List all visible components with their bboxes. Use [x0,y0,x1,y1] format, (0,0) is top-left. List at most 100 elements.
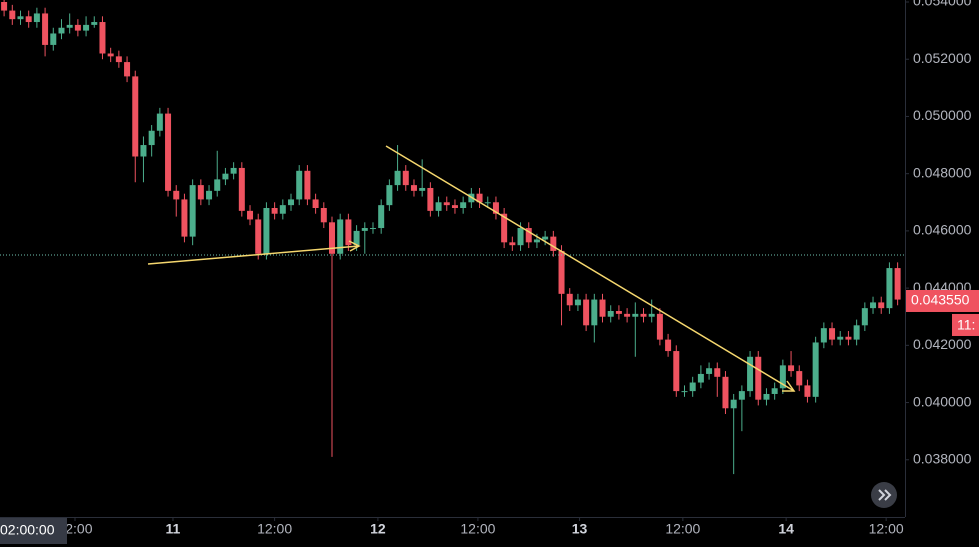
candle-body [189,185,196,237]
candle-body [288,199,295,206]
candle-body [837,336,844,340]
y-tick-label: 0.038000 [913,450,972,466]
scroll-button[interactable] [871,482,897,508]
candle-body [460,202,467,209]
candle-body [771,388,778,394]
x-tick-label: 13 [572,521,588,537]
candle-body [492,202,499,214]
candle-body [132,76,139,157]
y-tick-label: 0.042000 [913,336,972,352]
trend-line [385,145,795,392]
candle-body [99,22,106,54]
candle-body [525,228,532,243]
candle-body [558,250,565,294]
candle-body [574,299,581,306]
last-price-tag [906,289,979,312]
candle-body [66,24,73,28]
candle-body [304,170,311,200]
candle-body [730,399,737,409]
candle-body [542,236,549,240]
candle-body [829,328,836,340]
candle-body [599,299,606,317]
candle-body [443,202,450,206]
scroll-icon[interactable] [878,489,892,501]
y-tick-label: 0.054000 [913,0,972,9]
candle-body [9,10,16,20]
candle-body [181,199,188,237]
candle-body [689,382,696,392]
candle-body [591,299,598,326]
candle-body [722,376,729,409]
candle-body [328,222,335,254]
candle-body [796,371,803,386]
candle-body [206,190,213,200]
candle-body [107,53,114,57]
candle-body [386,185,393,206]
candle-body [427,187,434,211]
candle-body [886,268,893,309]
candle-body [501,213,508,243]
candle-body [42,13,49,45]
candle-body [583,299,590,326]
candle-body [247,210,254,220]
candle-body [165,113,172,191]
candle-body [197,185,204,200]
candle-body [419,187,426,191]
y-tick-label: 0.040000 [913,393,972,409]
candle-body [361,228,368,231]
x-tick-label: 12:00 [665,521,700,537]
candle-body [673,351,680,392]
candle-body [894,268,901,300]
y-tick-label: 0.046000 [913,222,972,238]
crosshair-time: 02:00:00 [0,522,55,538]
trend-line [147,245,360,265]
last-price-label: 0.043550 [911,292,970,308]
candle-body [706,368,713,374]
candle-body [312,199,319,209]
candle-body [33,13,40,23]
price-axis [905,0,979,547]
y-tick-label: 0.048000 [913,164,972,180]
x-tick-label: 12:00 [869,521,904,537]
candle-body [681,391,688,393]
candle-body [140,145,147,157]
candle-body [747,356,754,392]
candle-body [156,113,163,131]
candle-body [804,385,811,397]
candle-body [640,313,647,317]
candle-body [451,205,458,209]
candle-body [615,311,622,314]
candle-body [697,373,704,383]
crosshair-time-tag [0,518,67,544]
candle-body [214,179,221,191]
candle-body [533,239,540,243]
x-tick-label: 14 [778,521,794,537]
candle-body [878,302,885,309]
candle-body [763,393,770,400]
countdown-tag [952,313,979,336]
candle-body [394,170,401,186]
candle-body [25,16,32,23]
candle-body [263,208,270,254]
candle-body [779,365,786,389]
candle-body [853,325,860,340]
candle-body [509,242,516,246]
candle-body [665,339,672,352]
x-tick-label: 12 [370,521,386,537]
candle-body [230,167,237,174]
candle-body [550,236,557,251]
candle-body [17,16,24,20]
candle-body [788,365,795,372]
candle-body [238,167,245,211]
candle-body [402,170,409,186]
candle-body [812,342,819,397]
candle-body [91,22,98,25]
candle-body [861,308,868,326]
candle-body [714,368,721,377]
candle-body [271,208,278,214]
x-tick-label: 12:00 [257,521,292,537]
candle-body [353,230,360,246]
